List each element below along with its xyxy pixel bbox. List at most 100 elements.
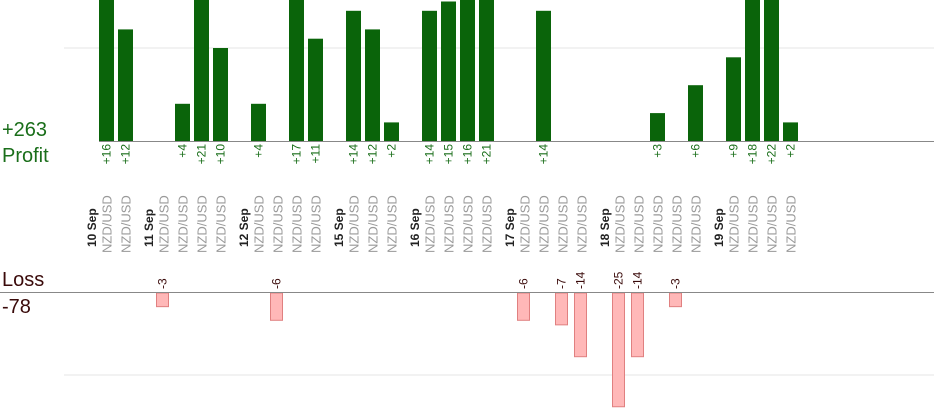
profit-bar (422, 10, 437, 141)
profit-value-label: +4 (176, 144, 190, 158)
pair-label: NZD/USD (347, 195, 362, 253)
profit-value-label: +12 (119, 144, 133, 165)
date-label: 15 Sep (332, 208, 346, 247)
profit-bar (346, 10, 361, 141)
profit-bar (745, 0, 760, 141)
profit-value-label: +2 (385, 144, 399, 158)
profit-value-label: +6 (689, 144, 703, 158)
axes (0, 141, 934, 293)
loss-bar (612, 292, 625, 408)
pair-label: NZD/USD (423, 195, 438, 253)
pair-label: NZD/USD (727, 195, 742, 253)
loss-bar (270, 292, 283, 321)
pair-label: NZD/USD (765, 195, 780, 253)
profit-bar (650, 113, 665, 141)
profit-bar (175, 103, 190, 141)
pair-label: NZD/USD (575, 195, 590, 253)
profit-value-label: +11 (309, 144, 323, 164)
loss-value-label: -6 (270, 278, 284, 289)
pair-label: NZD/USD (442, 195, 457, 253)
pair-label: NZD/USD (366, 195, 381, 253)
pair-label: NZD/USD (176, 195, 191, 253)
profit-bar (726, 57, 741, 141)
loss-value-label: -14 (631, 271, 645, 289)
profit-bar (308, 38, 323, 142)
profit-bar (289, 0, 304, 141)
profit-value-label: +16 (461, 144, 475, 165)
loss-value-label: -7 (555, 278, 569, 289)
profit-value-label: +14 (423, 144, 437, 165)
profit-value-label: +15 (442, 144, 456, 165)
loss-bar (631, 292, 644, 358)
profit-value-label: +10 (214, 144, 228, 165)
date-label: 12 Sep (237, 208, 251, 247)
date-label: 16 Sep (408, 208, 422, 247)
profit-value-label: +12 (366, 144, 380, 165)
loss-bar (517, 292, 530, 321)
profit-bar (365, 29, 380, 141)
loss-bar (669, 292, 682, 308)
profit-value-label: +17 (290, 144, 304, 165)
pair-label: NZD/USD (537, 195, 552, 253)
pair-label: NZD/USD (651, 195, 666, 253)
profit-value-label: +14 (537, 144, 551, 165)
date-label: 10 Sep (85, 208, 99, 247)
pair-label: NZD/USD (480, 195, 495, 253)
pair-label: NZD/USD (195, 195, 210, 253)
loss-total: -78 (2, 296, 31, 318)
pair-label: NZD/USD (746, 195, 761, 253)
bars (99, 0, 798, 408)
profit-bar (213, 48, 228, 141)
pair-label: NZD/USD (689, 195, 704, 253)
profit-bar (251, 103, 266, 141)
pair-label: NZD/USD (309, 195, 324, 253)
pair-label: NZD/USD (556, 195, 571, 253)
pair-label: NZD/USD (271, 195, 286, 253)
profit-value-label: +3 (651, 144, 665, 158)
profit-bar (441, 1, 456, 141)
pair-label: NZD/USD (385, 195, 400, 253)
profit-value-label: +9 (727, 144, 741, 158)
profit-value-label: +2 (784, 144, 798, 158)
loss-label: Loss (2, 269, 45, 291)
pair-label: NZD/USD (119, 195, 134, 253)
profit-value-label: +16 (100, 144, 114, 165)
profit-bar (479, 0, 494, 141)
date-label: 17 Sep (503, 208, 517, 247)
profit-value-label: +21 (480, 144, 494, 165)
profit-bar (688, 85, 703, 141)
profit-bar (384, 122, 399, 141)
date-label: 18 Sep (598, 208, 612, 247)
pair-label: NZD/USD (632, 195, 647, 253)
profit-bar (99, 0, 114, 141)
loss-bar (156, 292, 169, 308)
profit-total: +263 (2, 119, 48, 141)
pair-label: NZD/USD (100, 195, 115, 253)
loss-value-label: -6 (517, 278, 531, 289)
loss-value-label: -14 (574, 271, 588, 289)
date-label: 11 Sep (142, 209, 156, 247)
loss-value-label: -3 (156, 278, 170, 289)
loss-bar (555, 292, 568, 326)
pair-label: NZD/USD (290, 195, 305, 253)
profit-label: Profit (2, 145, 49, 167)
pair-label: NZD/USD (157, 195, 172, 253)
profit-value-label: +22 (765, 144, 779, 165)
pair-label: NZD/USD (214, 195, 229, 253)
pair-label: NZD/USD (461, 195, 476, 253)
loss-value-label: -25 (612, 271, 626, 289)
profit-bar (536, 10, 551, 141)
profit-value-label: +21 (195, 144, 209, 165)
profit-bar (460, 0, 475, 141)
pair-label: NZD/USD (252, 195, 267, 253)
pair-label: NZD/USD (784, 195, 799, 253)
profit-bar (764, 0, 779, 141)
profit-value-label: +14 (347, 144, 361, 165)
pair-label: NZD/USD (613, 195, 628, 253)
profit-value-label: +18 (746, 144, 760, 165)
labels: 10 Sep NZD/USD +16 NZD/USD +12 11 Sep NZD/USD -… (85, 144, 799, 289)
profit-bar (194, 0, 209, 141)
loss-value-label: -3 (669, 278, 683, 289)
profit-value-label: +4 (252, 144, 266, 158)
profit-bar (783, 122, 798, 141)
